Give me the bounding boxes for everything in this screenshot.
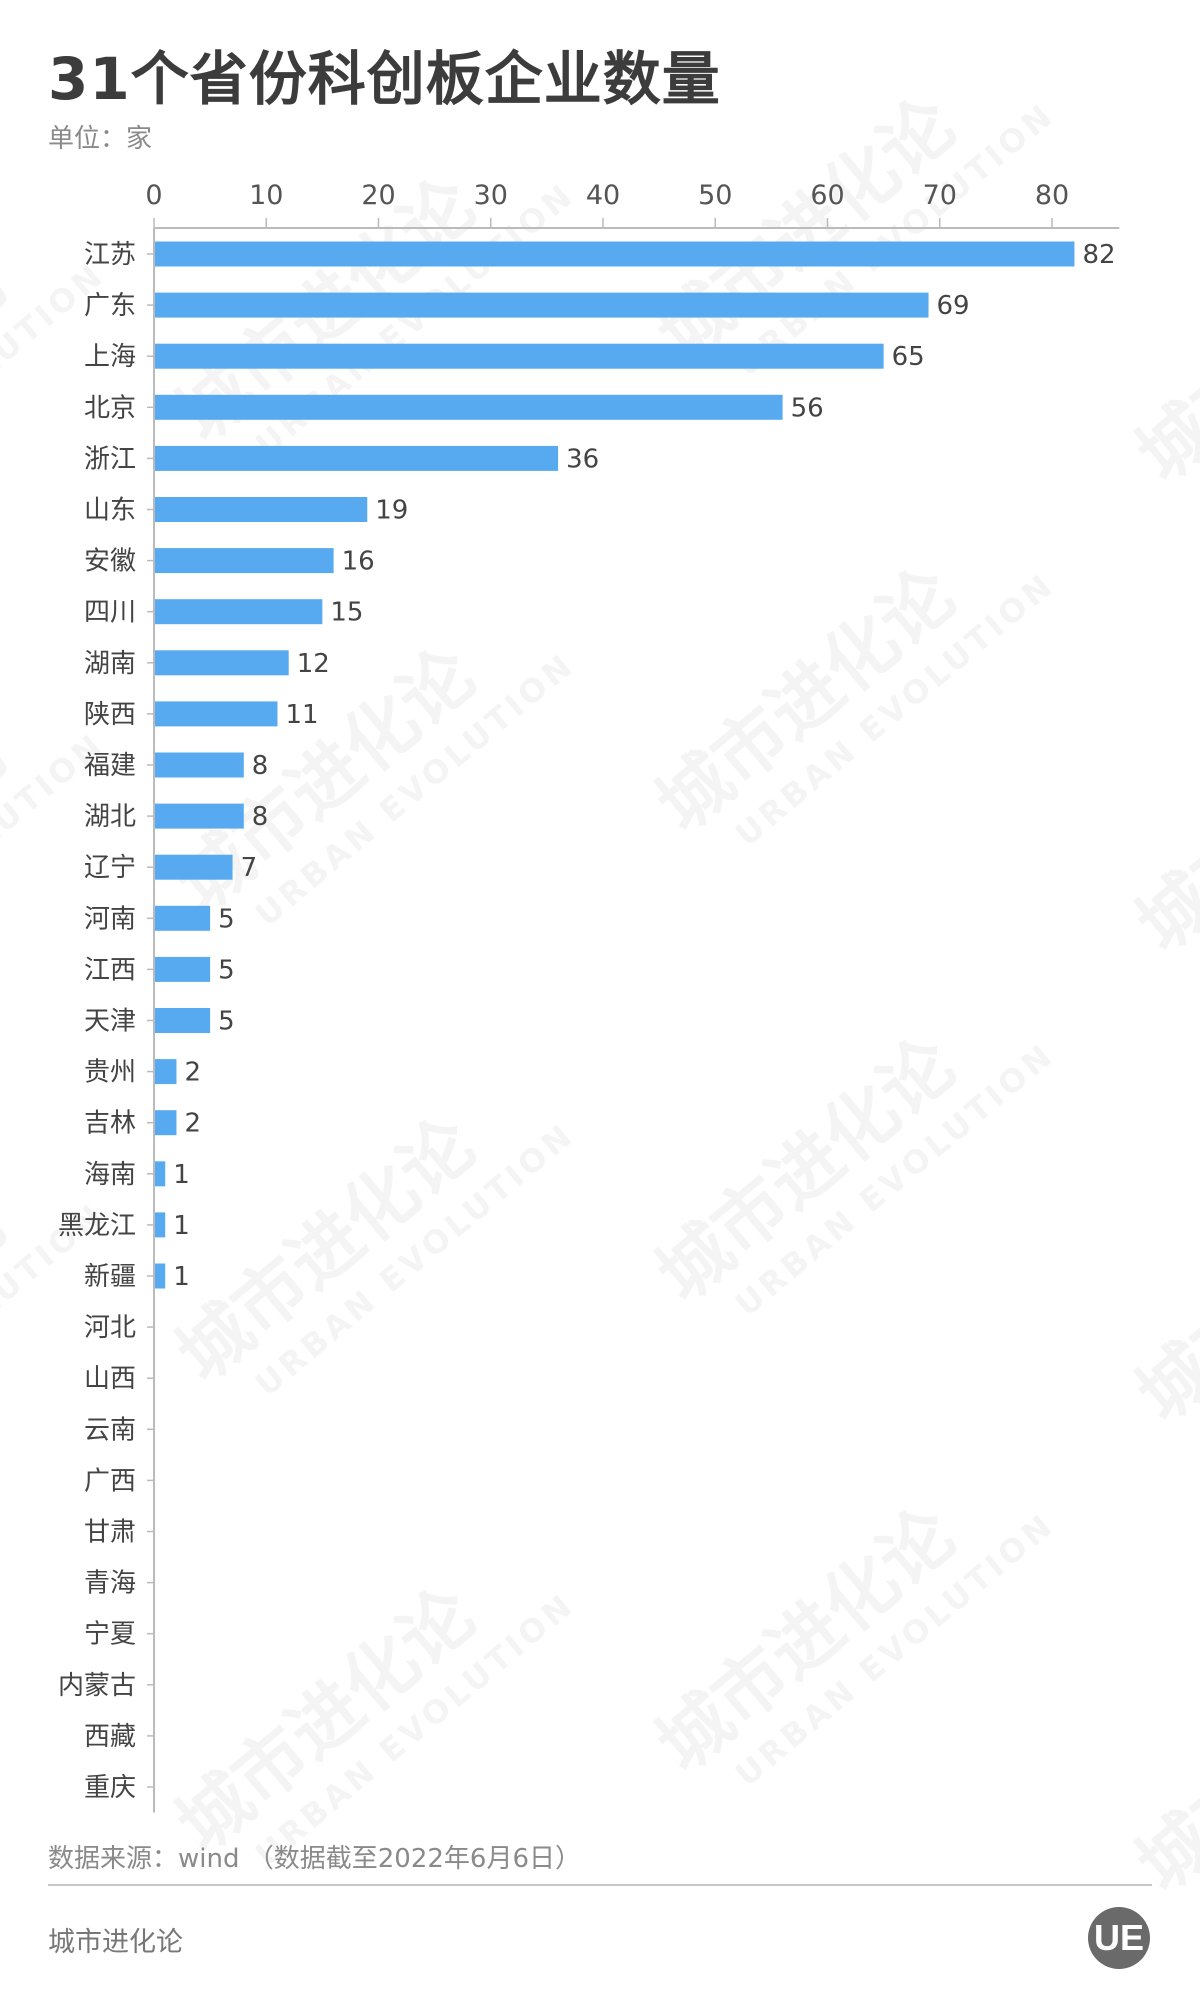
- data-label: 12: [297, 649, 330, 679]
- x-tick-label: 20: [361, 180, 395, 211]
- category-label: 西藏: [84, 1722, 136, 1752]
- data-label: 16: [342, 547, 375, 577]
- bar: [155, 650, 289, 676]
- category-label: 甘肃: [84, 1518, 136, 1548]
- bar: [155, 394, 783, 420]
- bar: [155, 445, 559, 471]
- category-label: 青海: [84, 1569, 136, 1599]
- category-label: 新疆: [84, 1262, 136, 1292]
- category-label: 上海: [84, 342, 136, 372]
- data-label: 7: [241, 853, 258, 883]
- category-label: 陕西: [84, 700, 136, 730]
- bar: [155, 854, 233, 880]
- category-label: 广东: [84, 291, 136, 321]
- data-label: 15: [330, 598, 363, 628]
- x-tick-label: 10: [249, 180, 283, 211]
- x-tick-label: 70: [923, 180, 957, 211]
- bar: [155, 1263, 166, 1289]
- x-tick-label: 40: [586, 180, 620, 211]
- unit-label: 单位：家: [48, 124, 153, 154]
- category-label: 浙江: [84, 444, 136, 474]
- data-label: 1: [173, 1211, 190, 1241]
- category-label: 贵州: [84, 1058, 136, 1088]
- category-label: 黑龙江: [58, 1211, 136, 1241]
- x-tick-label: 0: [145, 180, 162, 211]
- bar: [155, 497, 368, 522]
- data-label: 5: [218, 1007, 235, 1037]
- data-label: 5: [218, 904, 235, 934]
- category-label: 河南: [84, 904, 136, 934]
- category-label: 安徽: [84, 547, 136, 577]
- category-label: 福建: [84, 751, 136, 781]
- bar: [155, 343, 884, 369]
- category-label: 吉林: [84, 1109, 136, 1139]
- bar: [155, 905, 211, 931]
- bar: [155, 1008, 211, 1033]
- category-label: 天津: [84, 1007, 136, 1037]
- data-label: 56: [791, 393, 824, 423]
- bar: [155, 803, 244, 829]
- bar: [155, 752, 244, 778]
- category-label: 河北: [84, 1313, 136, 1343]
- category-label: 湖南: [84, 649, 136, 679]
- data-label: 1: [173, 1160, 190, 1190]
- data-label: 2: [184, 1109, 201, 1139]
- category-label: 广西: [84, 1466, 136, 1496]
- data-label: 82: [1082, 240, 1115, 270]
- chart-title: 31个省份科创板企业数量: [48, 45, 721, 113]
- data-label: 65: [892, 342, 925, 372]
- data-source: 数据来源：wind （数据截至2022年6月6日）: [48, 1844, 581, 1874]
- brand-logo: UE: [1088, 1907, 1150, 1969]
- bar: [155, 548, 334, 574]
- brand-name: 城市进化论: [48, 1927, 183, 1958]
- bar: [155, 1212, 166, 1238]
- category-label: 宁夏: [84, 1620, 136, 1650]
- bar: [155, 292, 929, 318]
- x-tick-label: 30: [474, 180, 508, 211]
- category-label: 湖北: [84, 802, 136, 832]
- x-tick-label: 50: [698, 180, 732, 211]
- data-label: 8: [252, 751, 269, 781]
- bar: [155, 1110, 177, 1136]
- category-label: 四川: [84, 598, 136, 628]
- data-label: 11: [285, 700, 318, 730]
- category-label: 内蒙古: [58, 1671, 136, 1701]
- data-label: 36: [566, 444, 599, 474]
- category-label: 云南: [84, 1415, 136, 1445]
- category-label: 山西: [84, 1364, 136, 1394]
- x-tick-label: 60: [810, 180, 844, 211]
- category-label: 海南: [84, 1160, 136, 1190]
- bar: [155, 956, 211, 982]
- bar: [155, 701, 278, 727]
- bar: [155, 1161, 166, 1187]
- data-label: 69: [937, 291, 970, 321]
- data-label: 1: [173, 1262, 190, 1292]
- category-label: 江西: [84, 955, 136, 985]
- category-label: 山东: [84, 496, 136, 526]
- x-tick-label: 80: [1035, 180, 1069, 211]
- divider: [48, 1884, 1152, 1886]
- category-label: 重庆: [84, 1773, 136, 1803]
- bar: [155, 1059, 177, 1085]
- data-label: 5: [218, 955, 235, 985]
- data-label: 2: [184, 1058, 201, 1088]
- data-label: 8: [252, 802, 269, 832]
- bar: [155, 599, 323, 625]
- category-label: 江苏: [84, 240, 136, 270]
- category-label: 辽宁: [84, 853, 136, 883]
- bar: [155, 241, 1075, 267]
- category-label: 北京: [84, 393, 136, 423]
- data-label: 19: [375, 496, 408, 526]
